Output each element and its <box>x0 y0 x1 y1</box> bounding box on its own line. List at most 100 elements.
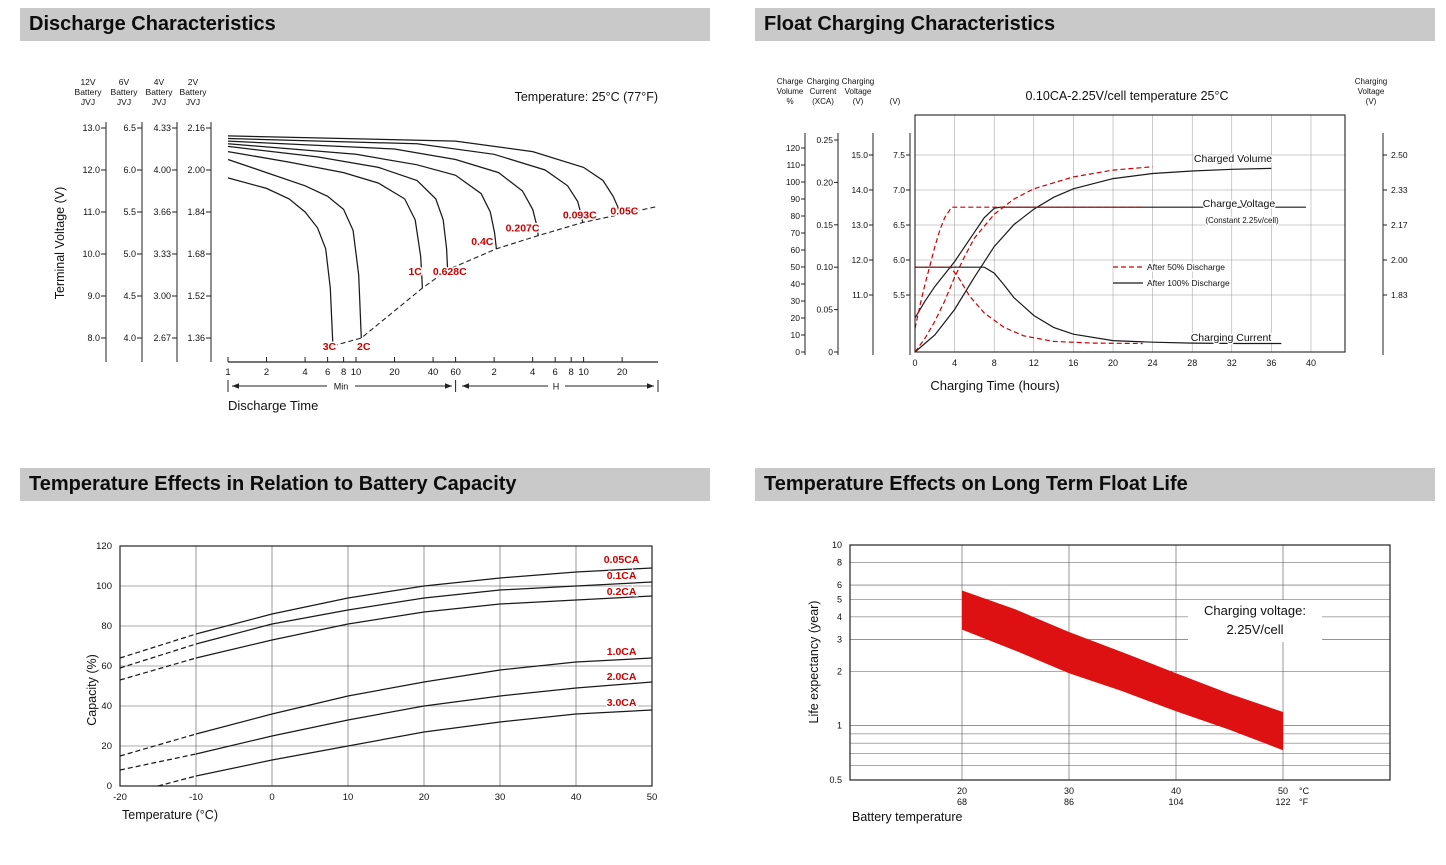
scale-tick-label: 13.0 <box>82 123 100 133</box>
x-tick-label: 20 <box>389 367 400 378</box>
scale-header: Charging <box>807 77 839 86</box>
arrowhead <box>647 383 654 389</box>
x-tick-label-fahrenheit: 122 <box>1275 797 1290 807</box>
scale-tick-label: 2.67 <box>153 333 171 343</box>
scale-tick-label: 0.25 <box>816 135 833 145</box>
section-header-float-life: Temperature Effects on Long Term Float L… <box>755 468 1435 501</box>
life-expectancy-band <box>962 590 1283 751</box>
x-unit-fahrenheit: °F <box>1299 797 1309 807</box>
scale-tick-label: 2.17 <box>1391 220 1408 230</box>
x-axis-title: Charging Time (hours) <box>930 378 1059 393</box>
scale-tick-label: 15.0 <box>851 150 868 160</box>
x-tick-label-celsius: 20 <box>957 786 967 796</box>
curve-label: 0.207C <box>506 223 540 235</box>
x-tick-label-fahrenheit: 86 <box>1064 797 1074 807</box>
scale-tick-label: 30 <box>791 296 801 306</box>
scale-header: Charge <box>777 77 804 86</box>
scale-header: 12V <box>80 77 95 87</box>
scale-tick-label: 11.0 <box>852 290 868 300</box>
scale-tick-label: 60 <box>791 245 801 255</box>
scale-tick-label: 10 <box>791 330 801 340</box>
y-tick-label: 0 <box>107 781 112 792</box>
scale-tick-label: 12.0 <box>82 165 100 175</box>
scale-tick-label: 50 <box>791 262 801 272</box>
x-tick-label: 2 <box>264 367 269 378</box>
section-title-float-life: Temperature Effects on Long Term Float L… <box>764 473 1188 495</box>
scale-tick-label: 70 <box>791 228 801 238</box>
scale-header: 2V <box>188 77 199 87</box>
scale-header: (V) <box>1366 97 1377 106</box>
y-tick-label: 2 <box>837 666 842 676</box>
scale-tick-label: 2.16 <box>187 123 205 133</box>
scale-header: Charging <box>1355 77 1387 86</box>
x-tick-label: 20 <box>1108 358 1118 368</box>
x-tick-label: 60 <box>450 367 461 378</box>
scale-tick-label: 1.36 <box>187 333 205 343</box>
x-tick-label: 1 <box>225 367 230 378</box>
capacity-curve-0.05CA <box>195 567 653 635</box>
x-tick-label-fahrenheit: 104 <box>1168 797 1183 807</box>
x-tick-label: 10 <box>343 792 354 803</box>
discharge-curve-0.4C <box>227 143 498 249</box>
capacity-curve-0.2CA <box>195 595 653 659</box>
curve-label: 3C <box>323 341 337 353</box>
scale-tick-label: 4.0 <box>123 333 136 343</box>
scale-tick-label: 11.0 <box>83 207 100 217</box>
scale-tick-label: 13.0 <box>851 220 868 230</box>
scale-tick-label: 5.5 <box>123 207 136 217</box>
scale-tick-label: 4.5 <box>123 291 136 301</box>
h-span-label: H <box>553 382 560 392</box>
curve-label: 0.2CA <box>607 586 637 598</box>
curve-label: 1.0CA <box>607 646 637 658</box>
plot-border <box>119 545 653 787</box>
annotation-bg <box>1188 600 1322 642</box>
scale-tick-label: 0.20 <box>816 177 833 187</box>
curve-label: 0.05C <box>610 206 638 218</box>
scale-header: JVJ <box>186 97 200 107</box>
scale-tick-label: 1.83 <box>1391 290 1408 300</box>
curve-label: 0.093C <box>563 210 597 222</box>
legend-label-50pct: After 50% Discharge <box>1147 262 1225 272</box>
y-tick-label: 5 <box>837 594 842 604</box>
scale-header: (V) <box>853 97 864 106</box>
annotation-line2: 2.25V/cell <box>1226 622 1283 637</box>
discharge-curve-2C <box>227 158 362 339</box>
legend-label-100pct: After 100% Discharge <box>1147 278 1230 288</box>
x-tick-label: 10 <box>578 367 589 378</box>
scale-header: 6V <box>119 77 130 87</box>
discharge-curve-0.207C <box>227 140 539 236</box>
y-axis-title: Life expectancy (year) <box>807 601 821 724</box>
curve-label: 2.0CA <box>607 671 637 683</box>
curve-label: (Constant 2.25v/cell) <box>1205 216 1279 225</box>
x-tick-label: 20 <box>419 792 430 803</box>
x-tick-label: 4 <box>530 367 535 378</box>
scale-tick-label: 1.52 <box>187 291 205 301</box>
curve-label: Charging Current <box>1191 332 1272 344</box>
x-tick-label-celsius: 30 <box>1064 786 1074 796</box>
x-tick-label: 4 <box>302 367 307 378</box>
y-axis-title: Terminal Voltage (V) <box>53 187 67 300</box>
arrowhead <box>462 383 469 389</box>
y-tick-label: 10 <box>832 540 842 550</box>
x-tick-label: 6 <box>325 367 330 378</box>
x-tick-label: 8 <box>569 367 574 378</box>
x-tick-label: 12 <box>1029 358 1039 368</box>
x-tick-label: 40 <box>1306 358 1316 368</box>
scale-header: Volume <box>777 87 804 96</box>
scale-header: JVJ <box>81 97 95 107</box>
x-tick-label: 0 <box>269 792 274 803</box>
x-tick-label: 16 <box>1068 358 1078 368</box>
section-title-temp-capacity: Temperature Effects in Relation to Batte… <box>29 473 517 495</box>
x-axis-title: Battery temperature <box>852 810 963 824</box>
curve-label: Charged Volume <box>1194 153 1272 165</box>
temperature-note: Temperature: 25°C (77°F) <box>515 90 658 104</box>
scale-tick-label: 12.0 <box>851 255 868 265</box>
scale-tick-label: 2.00 <box>1391 255 1408 265</box>
scale-header: Voltage <box>845 87 872 96</box>
annotation-line1: Charging voltage: <box>1204 603 1306 618</box>
scale-tick-label: 4.33 <box>153 123 171 133</box>
scale-header: % <box>786 97 793 106</box>
scale-tick-label: 0.05 <box>816 305 833 315</box>
y-tick-label: 80 <box>101 621 112 632</box>
curve-label: 3.0CA <box>607 697 637 709</box>
